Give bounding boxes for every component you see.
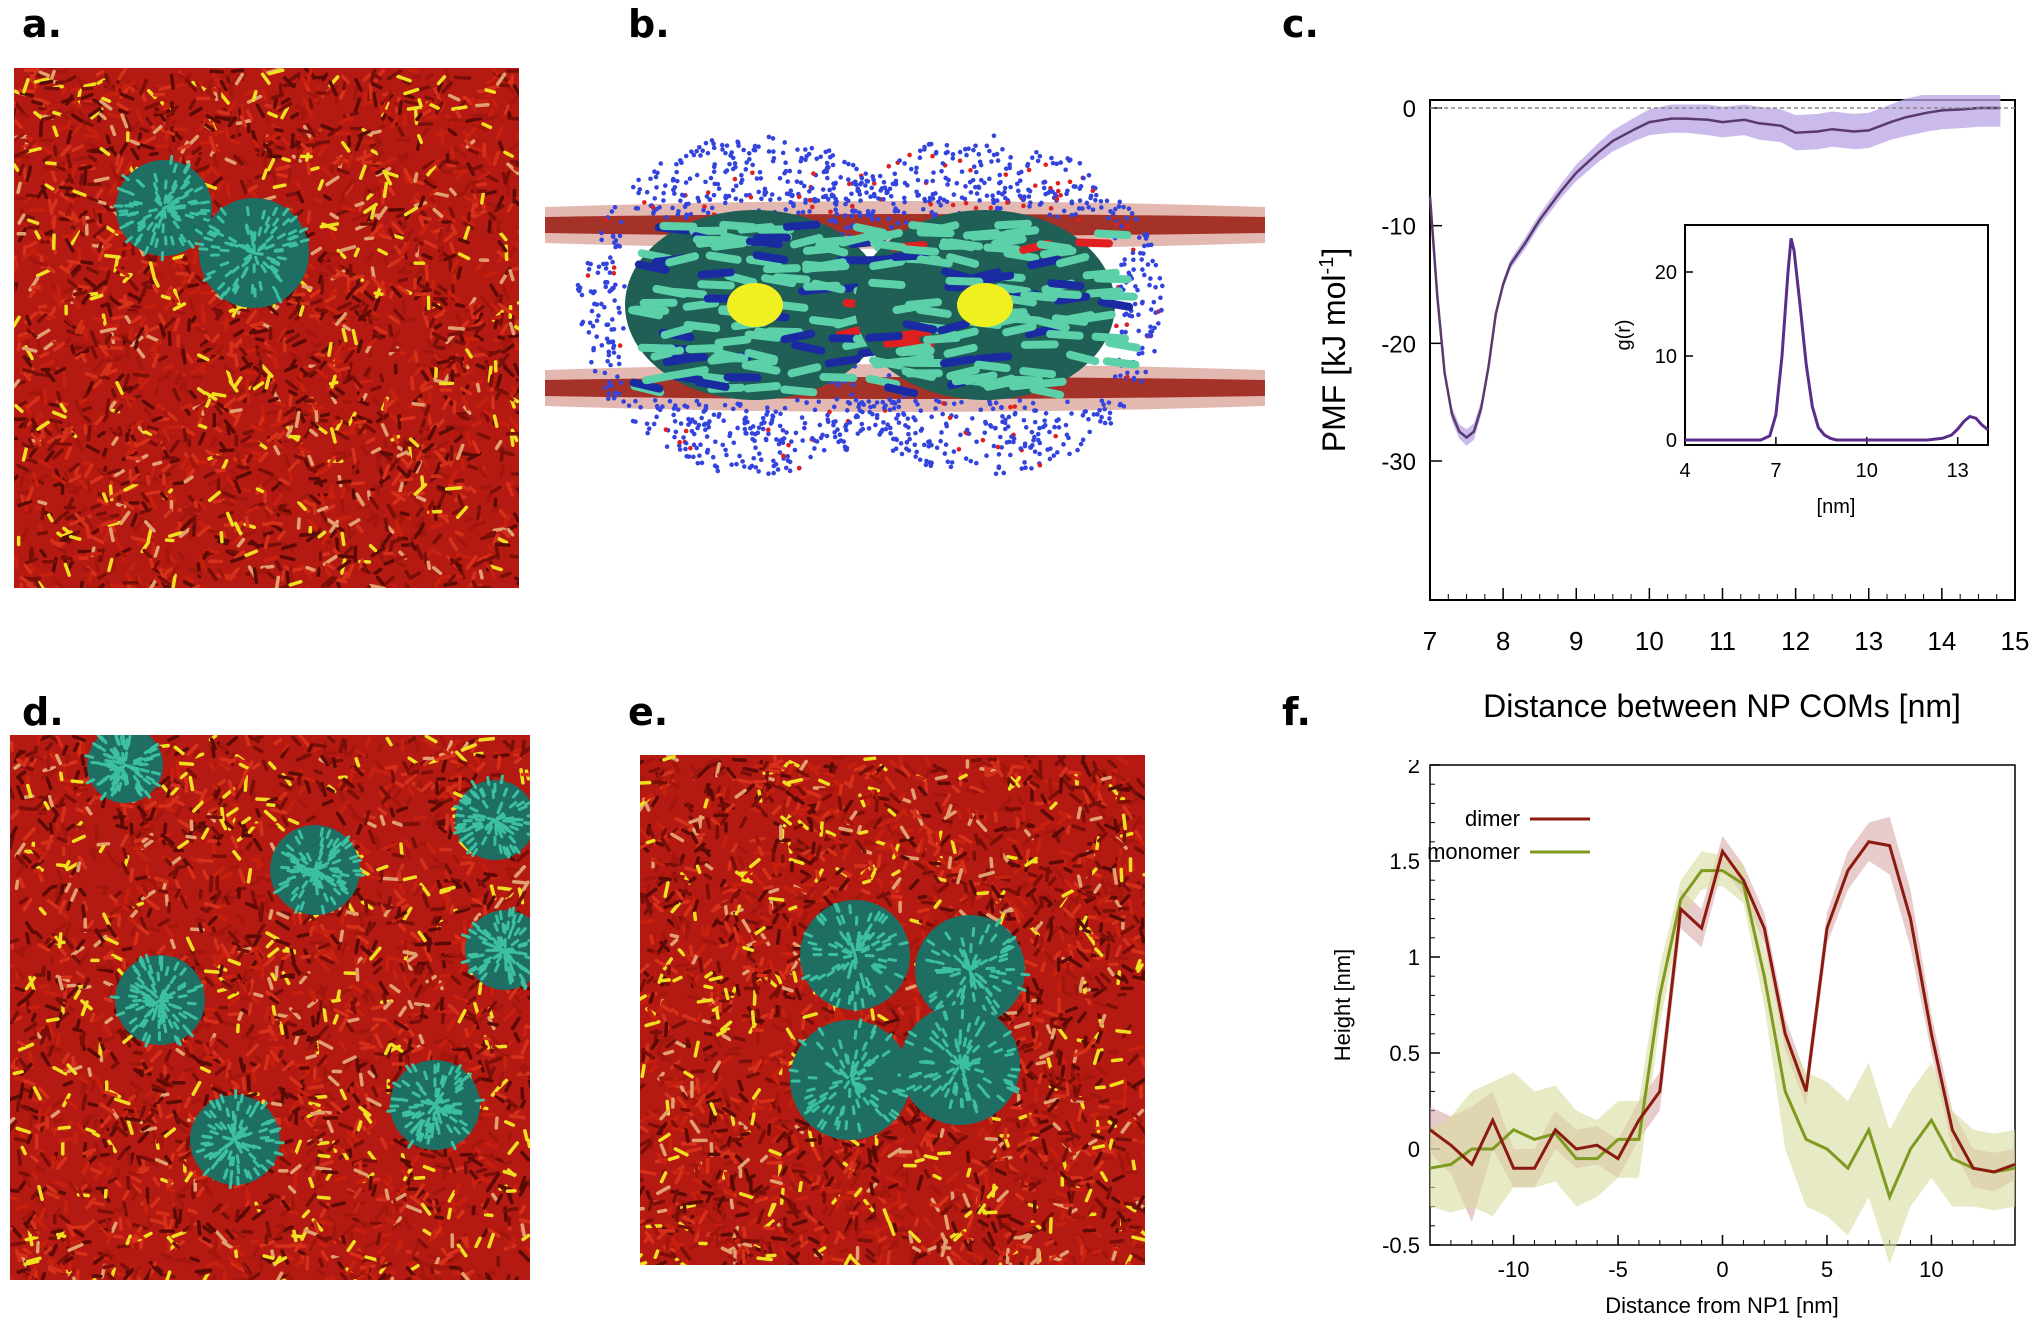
pmf-error-band	[1430, 95, 2001, 446]
inset-x-tick-label: 7	[1770, 460, 1781, 482]
panel-label-a: a.	[22, 2, 63, 46]
gr-line	[1685, 238, 1989, 442]
panel-label-c: c.	[1282, 2, 1319, 46]
membrane-snapshot-a	[14, 68, 519, 588]
legend-label-monomer: monomer	[1427, 839, 1520, 864]
monomer-error-band	[1430, 851, 2015, 1265]
nanoparticle	[800, 900, 910, 1012]
x-tick-label: 8	[1496, 626, 1510, 656]
nanoparticle	[915, 915, 1031, 1028]
gr-inset-frame	[1684, 224, 1989, 446]
x-tick-label: 7	[1423, 626, 1437, 656]
nanoparticle	[453, 774, 530, 860]
x-tick-label: 0	[1716, 1257, 1728, 1282]
height-x-axis-label: Distance from NP1 [nm]	[1605, 1293, 1839, 1318]
membrane-snapshot-d	[10, 735, 530, 1280]
panel-label-d: d.	[22, 690, 64, 734]
nanoparticle	[788, 1018, 910, 1140]
nanoparticle	[900, 1005, 1021, 1125]
monomer-line	[1429, 869, 2016, 1202]
panel-label-f: f.	[1282, 690, 1311, 734]
pmf-y-axis-label: PMF [kJ mol-1]	[1316, 248, 1352, 452]
pmf-chart: 7 8 9 10 11 12 13 14 15 0 -10 -20 -30 Distance betwe…	[1316, 95, 2030, 724]
lipid-texture	[14, 68, 519, 588]
y-tick-label: 1.5	[1389, 849, 1420, 874]
y-tick-label: 0.5	[1389, 1041, 1420, 1066]
x-tick-label: -10	[1498, 1257, 1530, 1282]
x-tick-label: 11	[1709, 626, 1736, 656]
inset-x-tick-label: 4	[1679, 460, 1690, 482]
x-tick-label: 5	[1821, 1257, 1833, 1282]
x-tick-label: 10	[1635, 626, 1664, 656]
inset-y-tick-label: 10	[1655, 346, 1677, 368]
y-tick-label: 1	[1408, 945, 1420, 970]
pmf-x-axis-label: Distance between NP COMs [nm]	[1483, 688, 1961, 724]
panel-label-e: e.	[628, 690, 669, 734]
nanoparticle	[84, 735, 163, 803]
dimer-line	[1429, 840, 2016, 1174]
nanoparticle	[109, 953, 205, 1048]
nanoparticle	[460, 906, 530, 991]
x-tick-label: 14	[1927, 626, 1956, 656]
pmf-line	[1428, 106, 2001, 440]
legend-label-dimer: dimer	[1465, 806, 1520, 831]
y-tick-label: -20	[1381, 331, 1416, 358]
x-tick-label: -5	[1608, 1257, 1628, 1282]
panel-label-b: b.	[628, 2, 670, 46]
nanoparticle	[190, 1088, 285, 1190]
nanoparticle-cores	[625, 210, 1141, 400]
nanoparticle	[386, 1060, 486, 1151]
y-tick-label: -0.5	[1382, 1233, 1420, 1258]
x-tick-label: 10	[1919, 1257, 1943, 1282]
nanoparticle-dimer-side-view	[545, 133, 1265, 477]
gr-x-axis-label: [nm]	[1817, 496, 1856, 518]
y-tick-label: 0	[1408, 1137, 1420, 1162]
inset-y-tick-label: 20	[1655, 262, 1677, 284]
inset-x-tick-label: 10	[1856, 460, 1878, 482]
inset-x-tick-label: 13	[1947, 460, 1969, 482]
nanoparticle	[194, 198, 310, 308]
y-tick-label: -10	[1381, 214, 1416, 241]
x-tick-label: 9	[1569, 626, 1583, 656]
inset-y-tick-label: 0	[1666, 430, 1677, 452]
membrane-snapshot-e	[640, 755, 1145, 1265]
x-tick-label: 13	[1854, 626, 1883, 656]
nanoparticle	[113, 154, 213, 262]
gr-y-axis-label: g(r)	[1613, 319, 1635, 350]
height-y-axis-label: Height [nm]	[1330, 949, 1355, 1062]
nanoparticle	[270, 825, 365, 915]
y-tick-label: 2	[1408, 760, 1420, 778]
y-tick-label: 0	[1403, 96, 1416, 123]
height-profile-chart: -10 -5 0 5 10 2 1.5 1 0.5 0 -0.5 dimer monomer Dis…	[1330, 760, 2016, 1318]
x-tick-label: 12	[1781, 626, 1810, 656]
y-tick-label: -30	[1381, 449, 1416, 476]
legend: dimer monomer	[1427, 806, 1590, 864]
x-tick-label: 15	[2001, 626, 2030, 656]
